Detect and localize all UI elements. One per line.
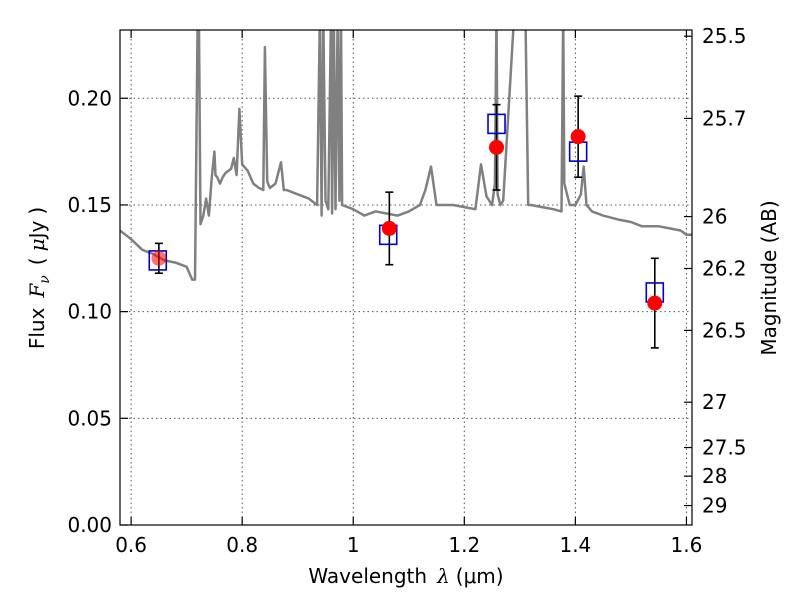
magnitude-tick-label: 26 [702,205,727,229]
x-axis-ticks: 0.6 0.8 1 1.2 1.4 1.6 [115,30,702,557]
grid [120,30,692,525]
model-spectrum-line [120,30,692,281]
magnitude-tick-label: 29 [702,494,727,518]
y-tick-label: 0.05 [67,406,112,430]
y-tick-label: 0.20 [67,86,112,110]
magnitude-tick-label: 26.2 [702,256,747,280]
observed-points [151,129,663,311]
magnitude-tick-label: 25.5 [702,24,747,48]
magnitude-axis-ticks: 25.5 25.7 26 26.2 26.5 27 27.5 28 29 [684,24,747,518]
observed-point [570,129,586,145]
plot-frame [119,29,693,526]
x-tick-label: 0.8 [226,533,258,557]
x-axis-title: Wavelength λ (μm) [308,564,503,588]
x-tick-label: 0.6 [115,533,147,557]
magnitude-tick-label: 27.5 [702,436,747,460]
x-tick-label: 1.6 [671,533,703,557]
observed-point [647,295,663,311]
x-tick-label: 1.4 [559,533,591,557]
magnitude-tick-label: 25.7 [702,106,747,130]
observed-point [151,250,167,266]
magnitude-tick-label: 28 [702,464,727,488]
x-tick-label: 1.2 [448,533,480,557]
y-tick-label: 0.15 [67,193,112,217]
y-tick-label: 0.10 [67,300,112,324]
x-tick-label: 1 [347,533,360,557]
observed-point [381,220,397,236]
plot-data-area [120,30,692,349]
magnitude-tick-label: 27 [702,390,727,414]
magnitude-tick-label: 26.5 [702,318,747,342]
y-axis-title: FluxFν(μJy) [25,207,53,349]
y-axis-ticks: 0.00 0.05 0.10 0.15 0.20 [67,86,128,537]
observed-point [489,139,505,155]
magnitude-axis-title: Magnitude (AB) [757,200,781,355]
y-tick-label: 0.00 [67,513,112,537]
model-band-square [487,113,506,135]
